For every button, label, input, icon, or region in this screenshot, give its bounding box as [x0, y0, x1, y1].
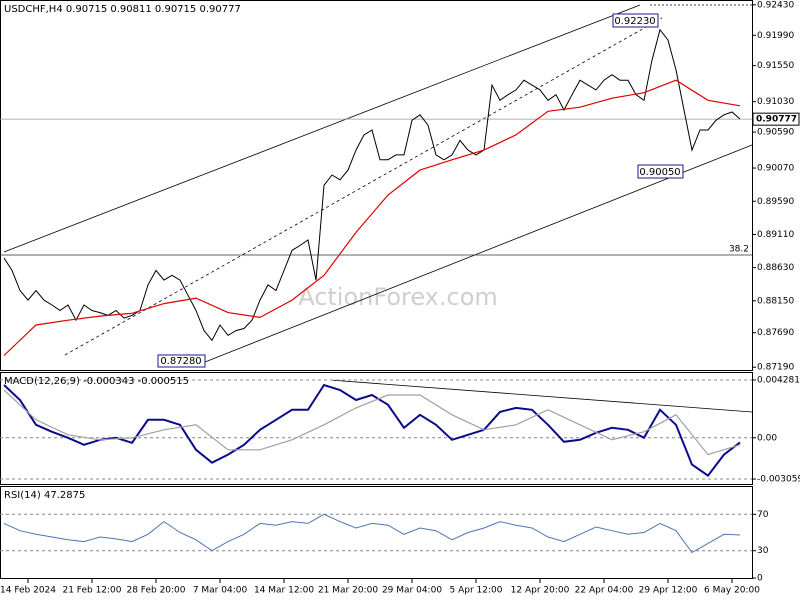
series-line [3, 383, 741, 477]
y-tick-label: 0.00 [757, 433, 777, 443]
macd-frame [0, 372, 753, 485]
series-line [3, 28, 741, 342]
y-tick-label: 0.88630 [757, 263, 794, 273]
x-tick-label: 7 Mar 04:00 [193, 586, 248, 596]
y-tick-label: 0.87690 [757, 328, 794, 338]
rsi-frame [0, 486, 753, 579]
x-tick-label: 29 Apr 12:00 [639, 586, 698, 596]
y-tick-label: 30 [757, 546, 769, 556]
watermark: ActionForex.com [298, 283, 498, 311]
fibo-label: 38.2 [729, 245, 749, 255]
x-tick-label: 12 Apr 20:00 [511, 586, 570, 596]
x-tick-label: 21 Feb 12:00 [62, 586, 121, 596]
main-title: USDCHF,H4 0.90715 0.90811 0.90715 0.9077… [4, 4, 241, 15]
y-tick-label: 70 [757, 510, 769, 520]
rsi-title: RSI(14) 47.2875 [4, 490, 85, 501]
macd-trendline [329, 379, 753, 413]
x-tick-label: 22 Apr 04:00 [575, 586, 634, 596]
x-tick-label: 28 Feb 20:00 [126, 586, 185, 596]
y-tick-label: 0.92430 [757, 0, 794, 10]
y-tick-label: 0.88150 [757, 296, 794, 306]
y-tick-label: 0.91030 [757, 97, 794, 107]
x-tick-label: 21 Mar 20:00 [318, 586, 378, 596]
label-box [157, 354, 206, 368]
y-tick-label: -0.003059 [757, 475, 800, 485]
x-tick-label: 14 Mar 12:00 [254, 586, 314, 596]
y-tick-label: 0.91550 [757, 61, 794, 71]
y-tick-label: 0.004281 [757, 376, 800, 386]
series-line [3, 389, 741, 456]
y-tick-label: 0.89590 [757, 197, 794, 207]
high-label: 0.92230 [614, 16, 655, 27]
channel-mid [64, 17, 663, 356]
channel-lower [204, 144, 753, 363]
y-tick-label: 0.90590 [757, 128, 794, 138]
series-line [3, 79, 741, 356]
y-tick-label: 0.90070 [757, 164, 794, 174]
y-tick-label: 0 [757, 574, 763, 584]
x-tick-label: 5 Apr 12:00 [450, 586, 503, 596]
label-box [637, 164, 684, 179]
series-line [3, 513, 741, 554]
last-price-box [752, 112, 800, 126]
y-tick-label: 0.91990 [757, 31, 794, 41]
x-tick-label: 6 May 20:00 [704, 586, 760, 596]
label-box [612, 13, 659, 28]
x-tick-label: 29 Mar 04:00 [382, 586, 442, 596]
macd-title: MACD(12,26,9) -0.000343 -0.000515 [4, 376, 189, 387]
y-tick-label: 0.89110 [757, 230, 794, 240]
low-label: 0.90050 [639, 167, 680, 178]
y-tick-label: 0.87190 [757, 363, 794, 373]
main-frame [0, 0, 753, 371]
low-label: 0.87280 [160, 356, 201, 367]
last-price-label: 0.90777 [756, 115, 797, 125]
channel-upper [3, 4, 641, 253]
x-tick-label: 14 Feb 2024 [0, 586, 56, 596]
